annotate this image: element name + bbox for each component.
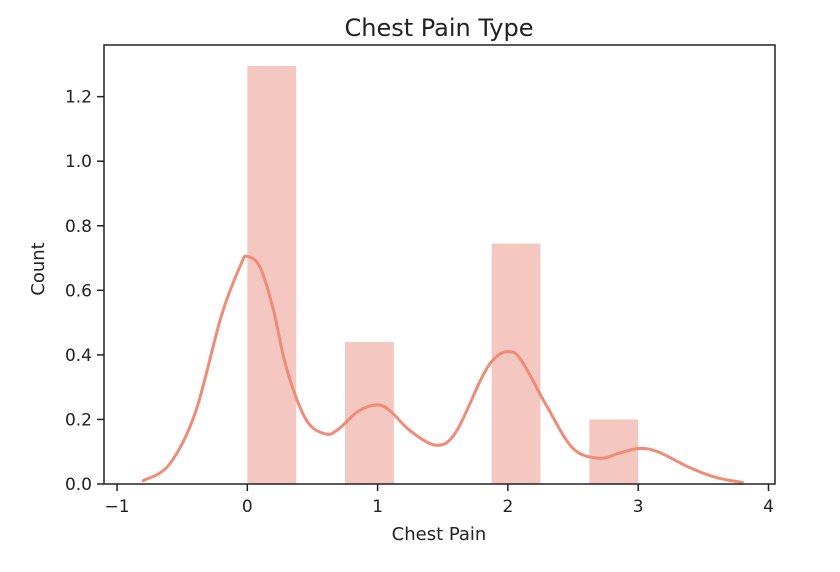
y-tick-label: 1.0 bbox=[65, 152, 92, 172]
y-tick-label: 0.4 bbox=[65, 346, 92, 366]
y-axis-label: Count bbox=[28, 242, 49, 295]
x-tick-label: 2 bbox=[502, 497, 513, 517]
y-tick-label: 0.8 bbox=[65, 217, 92, 237]
plot-frame bbox=[103, 44, 776, 485]
histogram-bar-2 bbox=[491, 243, 541, 484]
histogram-bar-0 bbox=[247, 65, 297, 484]
density-curve bbox=[141, 254, 744, 484]
x-axis-ticks: −1 0 1 2 3 4 bbox=[104, 484, 774, 517]
y-axis-ticks: 0.0 0.2 0.4 0.6 0.8 1.0 1.2 bbox=[65, 88, 104, 495]
y-tick-label: 0.6 bbox=[65, 281, 92, 301]
y-tick-label: 1.2 bbox=[65, 88, 92, 108]
x-tick-label: 1 bbox=[372, 497, 383, 517]
y-tick-label: 0.0 bbox=[65, 475, 92, 495]
x-tick-label: −1 bbox=[104, 497, 129, 517]
histogram-bars bbox=[247, 65, 639, 484]
density-curve-layer bbox=[141, 254, 744, 484]
x-tick-label: 0 bbox=[242, 497, 253, 517]
y-tick-label: 0.2 bbox=[65, 410, 92, 430]
histogram-bar-3 bbox=[589, 419, 639, 484]
x-tick-label: 3 bbox=[633, 497, 644, 517]
histogram-bar-1 bbox=[345, 341, 394, 484]
chart-title: Chest Pain Type bbox=[344, 14, 533, 42]
x-axis-label: Chest Pain bbox=[392, 524, 487, 545]
x-tick-label: 4 bbox=[763, 497, 774, 517]
